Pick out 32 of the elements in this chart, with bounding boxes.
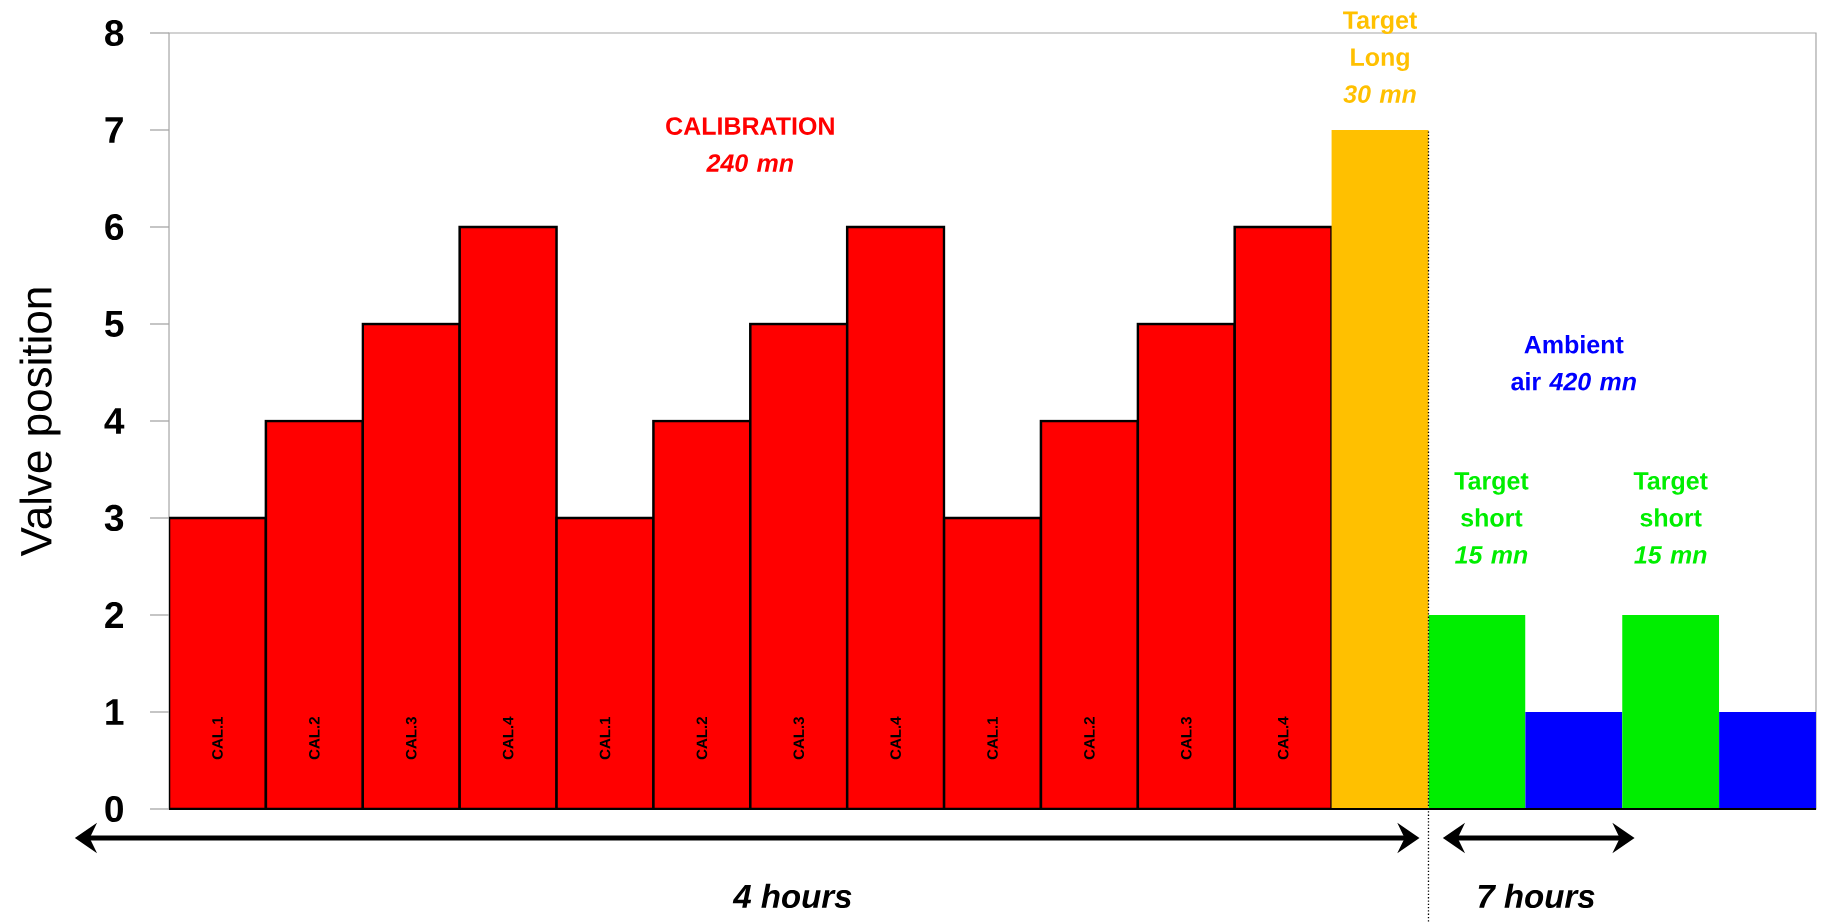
y-tick-label: 2: [105, 602, 124, 628]
x-tick-label: CAL.2: [696, 717, 708, 760]
x-tick-label: CAL.3: [405, 717, 417, 760]
bar: [1622, 614, 1720, 809]
x-tick-label: CAL.2: [309, 717, 320, 760]
x-tick-label: CAL.2: [1084, 717, 1095, 760]
annotation: Target short 15 mn: [1633, 472, 1708, 564]
text: 4 hours: [732, 883, 852, 909]
y-tick-label: 7: [105, 117, 123, 143]
y-tick-label: 1: [106, 699, 124, 725]
x-tick-label: CAL.1: [212, 716, 223, 760]
annotation: Target short 15 mn: [1454, 472, 1529, 564]
x-tick-label: CAL.4: [502, 716, 514, 760]
y-axis-title: Valve position: [19, 288, 61, 557]
y-tick-label: 3: [104, 504, 124, 532]
annotation: CALIBRATION 240 mn: [666, 117, 834, 172]
text: 7 hours: [1478, 883, 1595, 909]
x-tick-label: CAL.4: [890, 716, 901, 760]
y-tick-label: 4: [104, 408, 125, 434]
x-tick-label: CAL.1: [987, 716, 998, 760]
bar: [1525, 711, 1623, 809]
y-tick-label: 8: [105, 19, 124, 47]
annotation: Target Long 30 mn: [1343, 11, 1418, 103]
x-tick-label: CAL.3: [1180, 717, 1192, 760]
y-tick-label: 0: [105, 795, 123, 823]
y-tick-label: 5: [105, 311, 124, 337]
y-tick-label: 6: [105, 213, 124, 241]
x-tick-label: CAL.3: [793, 717, 805, 760]
annotation: Ambient air 420 mn: [1511, 335, 1636, 391]
bar: [1428, 614, 1526, 809]
x-tick-label: CAL.1: [599, 716, 611, 760]
x-tick-label: CAL.4: [1277, 716, 1289, 760]
